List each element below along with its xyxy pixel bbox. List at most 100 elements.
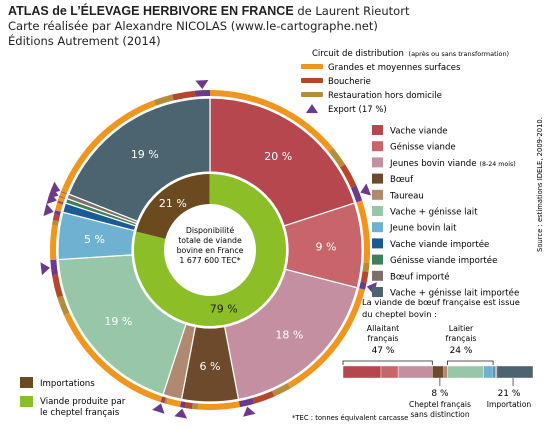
ring-segment bbox=[51, 220, 59, 226]
ring-segment bbox=[359, 281, 367, 290]
bracket-allaitant bbox=[342, 360, 433, 365]
export-marker bbox=[242, 406, 256, 417]
center-line-4: 1 677 600 TEC* bbox=[179, 256, 240, 265]
bar-title-2: du cheptel bovin : bbox=[362, 309, 437, 319]
circuit-swatch-boucherie bbox=[301, 78, 323, 83]
category-label-jeune-bovin-lait: Jeune bovin lait bbox=[389, 224, 457, 234]
circuit-legend: Grandes et moyennes surfaces Boucherie Res… bbox=[301, 63, 461, 115]
label-import-1: Importation bbox=[487, 400, 532, 409]
category-swatch-boeuf bbox=[372, 173, 383, 184]
export-marker bbox=[360, 183, 372, 196]
ring-segment bbox=[63, 312, 163, 403]
ring-segment bbox=[194, 90, 210, 97]
ring-segment bbox=[59, 195, 66, 199]
center-disk bbox=[164, 204, 256, 296]
label-allaitant-1: Allaitant bbox=[367, 324, 399, 333]
ring-segment bbox=[166, 398, 182, 408]
ring-segment bbox=[360, 271, 369, 283]
ring-segment bbox=[160, 396, 164, 403]
category-label-boeuf-importe: Bœuf importé bbox=[390, 271, 450, 282]
category-label-vache-viande-importee: Vache viande importée bbox=[390, 239, 489, 250]
ring-segment bbox=[191, 403, 199, 410]
circuit-label-export-17: Export (17 %) bbox=[328, 105, 387, 115]
category-swatch-vache-genisse-lait bbox=[372, 206, 383, 216]
export-marker bbox=[174, 408, 188, 419]
bracket-laitier bbox=[447, 360, 494, 365]
label-laitier-2: français bbox=[446, 334, 477, 343]
ring-segment bbox=[362, 262, 370, 273]
ring-segment bbox=[238, 398, 255, 408]
label-cheptel-pct: 8 % bbox=[431, 389, 449, 399]
footnote: *TEC : tonnes équivalent carcasse bbox=[292, 414, 408, 422]
category-label-vache-genisse-lait-importee: Vache + génisse lait importée bbox=[390, 288, 519, 299]
distribution-ring bbox=[40, 80, 377, 419]
category-swatch-vache-viande bbox=[372, 125, 383, 135]
inner-label-importations: 21 % bbox=[159, 197, 187, 210]
center-line-2: totale de viande bbox=[178, 236, 242, 245]
ring-segment bbox=[350, 185, 363, 203]
ring-segment bbox=[50, 224, 58, 261]
stack-segment bbox=[492, 365, 496, 379]
circuit-label-boucherie: Boucherie bbox=[328, 77, 371, 87]
ring-segment bbox=[252, 390, 275, 404]
stack-segment bbox=[496, 365, 534, 379]
header: ATLAS de L’ÉLEVAGE HERBIVORE EN FRANCE d… bbox=[8, 4, 409, 49]
donut-label-boeuf: 6 % bbox=[200, 360, 221, 373]
category-legend: Vache viande Génisse viande Jeunes bovin v… bbox=[372, 125, 519, 299]
label-allaitant-pct: 47 % bbox=[372, 346, 395, 356]
circuit-swatch-restauration-hors-domicile bbox=[301, 92, 323, 97]
ring-segment bbox=[153, 94, 174, 106]
stack-segment bbox=[432, 365, 444, 379]
export-swatch-icon bbox=[306, 104, 318, 113]
stack-segment bbox=[342, 365, 382, 379]
ring-segment bbox=[328, 148, 346, 168]
ring-segment bbox=[56, 202, 63, 206]
stack-segment bbox=[397, 365, 433, 379]
label-laitier-1: Laitier bbox=[449, 324, 474, 333]
donut-label-vache-genisse-lait-importee: 19 % bbox=[131, 148, 159, 161]
ring-segment bbox=[60, 191, 67, 195]
ring-segment bbox=[287, 288, 365, 389]
edition: Éditions Autrement (2014) bbox=[8, 34, 161, 48]
circuit-swatch-grandes-et-moyennes-surfaces bbox=[301, 64, 323, 69]
export-marker bbox=[152, 403, 165, 414]
ring-segment bbox=[162, 396, 167, 404]
ring-segment bbox=[57, 201, 64, 205]
ring-segment bbox=[340, 164, 357, 188]
export-marker bbox=[40, 262, 50, 276]
category-label-vache-viande: Vache viande bbox=[390, 127, 448, 137]
label-allaitant-2: français bbox=[368, 334, 399, 343]
ring-segment bbox=[61, 100, 157, 194]
stack-segment bbox=[447, 365, 484, 379]
export-marker bbox=[46, 191, 57, 205]
ring-segment bbox=[180, 401, 186, 408]
ring-segment bbox=[59, 196, 65, 199]
category-swatch-vache-genisse-lait-importee bbox=[372, 287, 383, 297]
ring-segment bbox=[172, 90, 196, 101]
category-swatch-genisse-viande bbox=[372, 141, 383, 152]
category-swatch-jeunes-bovin-viande bbox=[372, 157, 383, 168]
donut-label-jeune-bovin-lait: 5 % bbox=[84, 233, 105, 246]
ring-segment bbox=[60, 192, 67, 195]
donut-slice-vache-genisse-lait-importee bbox=[67, 97, 211, 223]
map-credit: Carte réalisée par Alexandre NICOLAS (ww… bbox=[8, 19, 378, 33]
category-swatch-genisse-viande-importee bbox=[372, 254, 383, 265]
atlas-author: de Laurent Rieutort bbox=[297, 4, 410, 18]
export-marker bbox=[43, 203, 54, 217]
stack-segment bbox=[443, 365, 448, 379]
donut-slice-vache-genisse-lait bbox=[57, 254, 187, 396]
donut-label-genisse-viande: 9 % bbox=[315, 240, 336, 253]
circuit-legend-title: Circuit de distribution (après ou sans t… bbox=[312, 49, 509, 59]
ring-segment bbox=[52, 214, 60, 222]
title-line: ATLAS de L’ÉLEVAGE HERBIVORE EN FRANCE d… bbox=[8, 4, 409, 19]
donut-label-jeunes-bovin-viande: 18 % bbox=[275, 329, 303, 342]
category-labels: 20 % 9 % 18 % 6 % 19 % 5 % 19 % bbox=[84, 148, 336, 373]
donut-label-vache-genisse-lait: 19 % bbox=[104, 315, 132, 328]
ring-segment bbox=[55, 203, 63, 212]
ring-segment bbox=[59, 192, 67, 198]
label-laitier-pct: 24 % bbox=[450, 346, 473, 356]
origin-label-produced-line2: le cheptel français bbox=[40, 408, 120, 418]
